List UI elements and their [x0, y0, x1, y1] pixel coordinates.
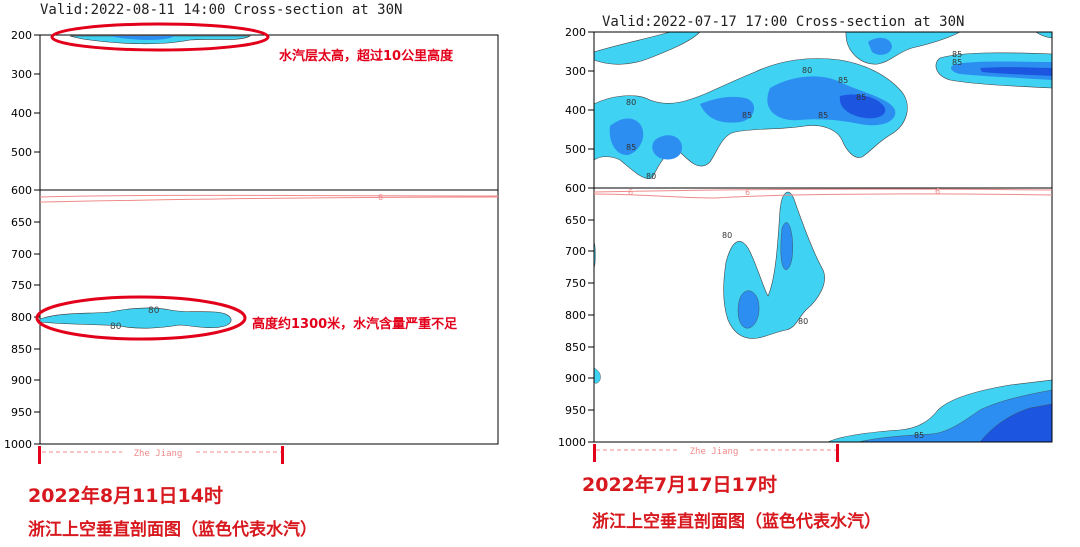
left-y-tick: 900 [11, 374, 32, 387]
left-y-axis: 200 300 400 500 600 650 700 750 800 850 … [4, 29, 40, 451]
left-y-tick: 300 [11, 68, 32, 81]
right-contour-label: 85 [818, 111, 828, 120]
right-contour-label: 80 [626, 98, 636, 107]
right-vapor-lower [593, 191, 1053, 443]
left-contour-label-80-a: 80 [148, 306, 160, 316]
left-y-tick: 700 [11, 248, 32, 261]
left-chart-title: Valid:2022-08-11 14:00 Cross-section at … [40, 2, 402, 18]
right-y-tick: 400 [565, 104, 586, 117]
right-region-marker-end [836, 444, 839, 462]
left-vapor-blob-lower [39, 307, 232, 329]
right-y-tick: 850 [565, 341, 586, 354]
left-y-tick: 1000 [4, 438, 32, 451]
left-highlight-ellipse-upper [50, 22, 270, 52]
left-chart: Valid:2022-08-11 14:00 Cross-section at … [4, 2, 499, 464]
left-region-label: Zhe Jiang [134, 449, 183, 459]
right-y-tick: 800 [565, 309, 586, 322]
right-y-tick: 500 [565, 143, 586, 156]
right-chart-title: Valid:2022-07-17 17:00 Cross-section at … [602, 14, 964, 30]
right-region-label: Zhe Jiang [690, 447, 739, 457]
right-contour-label: 85 [626, 143, 636, 152]
right-contour-6-a [593, 188, 1053, 193]
left-region-marker-start [38, 446, 41, 464]
right-y-tick: 650 [565, 214, 586, 227]
right-contour-label-6b: 6 [935, 187, 940, 196]
right-contour-labels: 80 85 80 85 80 85 85 85 85 85 80 80 85 [626, 50, 962, 440]
right-caption-date: 2022年7月17日17时 [582, 474, 777, 496]
right-y-tick: 300 [565, 65, 586, 78]
left-contour-6-a [39, 194, 499, 198]
left-y-tick: 600 [11, 184, 32, 197]
left-y-tick: 400 [11, 107, 32, 120]
left-caption-desc: 浙江上空垂直剖面图（蓝色代表水汽） [28, 520, 317, 540]
right-contour-label: 85 [838, 76, 848, 85]
right-contour-label: 85 [856, 93, 866, 102]
right-chart: Valid:2022-07-17 17:00 Cross-section at … [558, 14, 1053, 462]
right-y-tick: 600 [565, 182, 586, 195]
right-y-tick: 700 [565, 245, 586, 258]
left-vapor-blob-upper-core [110, 36, 175, 40]
right-region-marker-start [593, 444, 596, 462]
left-y-tick: 800 [11, 311, 32, 324]
right-contour-label-6a: 6 [745, 188, 750, 197]
left-region-marker-end [281, 446, 284, 464]
left-contour-6-b [39, 196, 499, 203]
right-contour-label-6c: 6 [628, 188, 633, 197]
right-y-tick: 900 [565, 372, 586, 385]
left-contour-label-6: 6 [378, 193, 383, 202]
right-contour-label: 85 [914, 431, 924, 440]
left-y-tick: 650 [11, 216, 32, 229]
right-y-tick: 950 [565, 404, 586, 417]
right-contour-label: 80 [798, 317, 808, 326]
left-vapor-blob-upper [69, 35, 252, 45]
right-contour-label: 85 [742, 111, 752, 120]
right-contour-label: 85 [952, 58, 962, 67]
left-highlight-ellipse-lower [35, 295, 247, 341]
right-contour-6-b [593, 193, 1053, 199]
right-contour-label: 80 [722, 231, 732, 240]
left-y-tick: 950 [11, 406, 32, 419]
left-y-tick: 750 [11, 279, 32, 292]
left-annotation-upper: 水汽层太高，超过10公里高度 [279, 49, 454, 64]
right-caption-desc: 浙江上空垂直剖面图（蓝色代表水汽） [592, 512, 881, 532]
right-y-tick: 200 [565, 26, 586, 39]
right-contour-label: 80 [646, 172, 656, 181]
left-caption-date: 2022年8月11日14时 [28, 485, 223, 507]
right-contour-label: 80 [802, 66, 812, 75]
left-y-tick: 200 [11, 29, 32, 42]
left-y-tick: 850 [11, 343, 32, 356]
right-vapor-upper [593, 31, 1053, 179]
left-y-tick: 500 [11, 146, 32, 159]
left-panel: Valid:2022-08-11 14:00 Cross-section at … [4, 2, 499, 540]
right-y-axis: 200 300 400 500 600 650 700 750 800 850 … [558, 26, 594, 449]
right-panel: Valid:2022-07-17 17:00 Cross-section at … [540, 0, 1080, 547]
right-y-tick: 750 [565, 277, 586, 290]
right-y-tick: 1000 [558, 436, 586, 449]
right-contour-label: 85 [952, 50, 962, 59]
left-annotation-lower: 高度约1300米，水汽含量严重不足 [252, 317, 458, 332]
left-contour-label-80-b: 80 [110, 322, 122, 332]
